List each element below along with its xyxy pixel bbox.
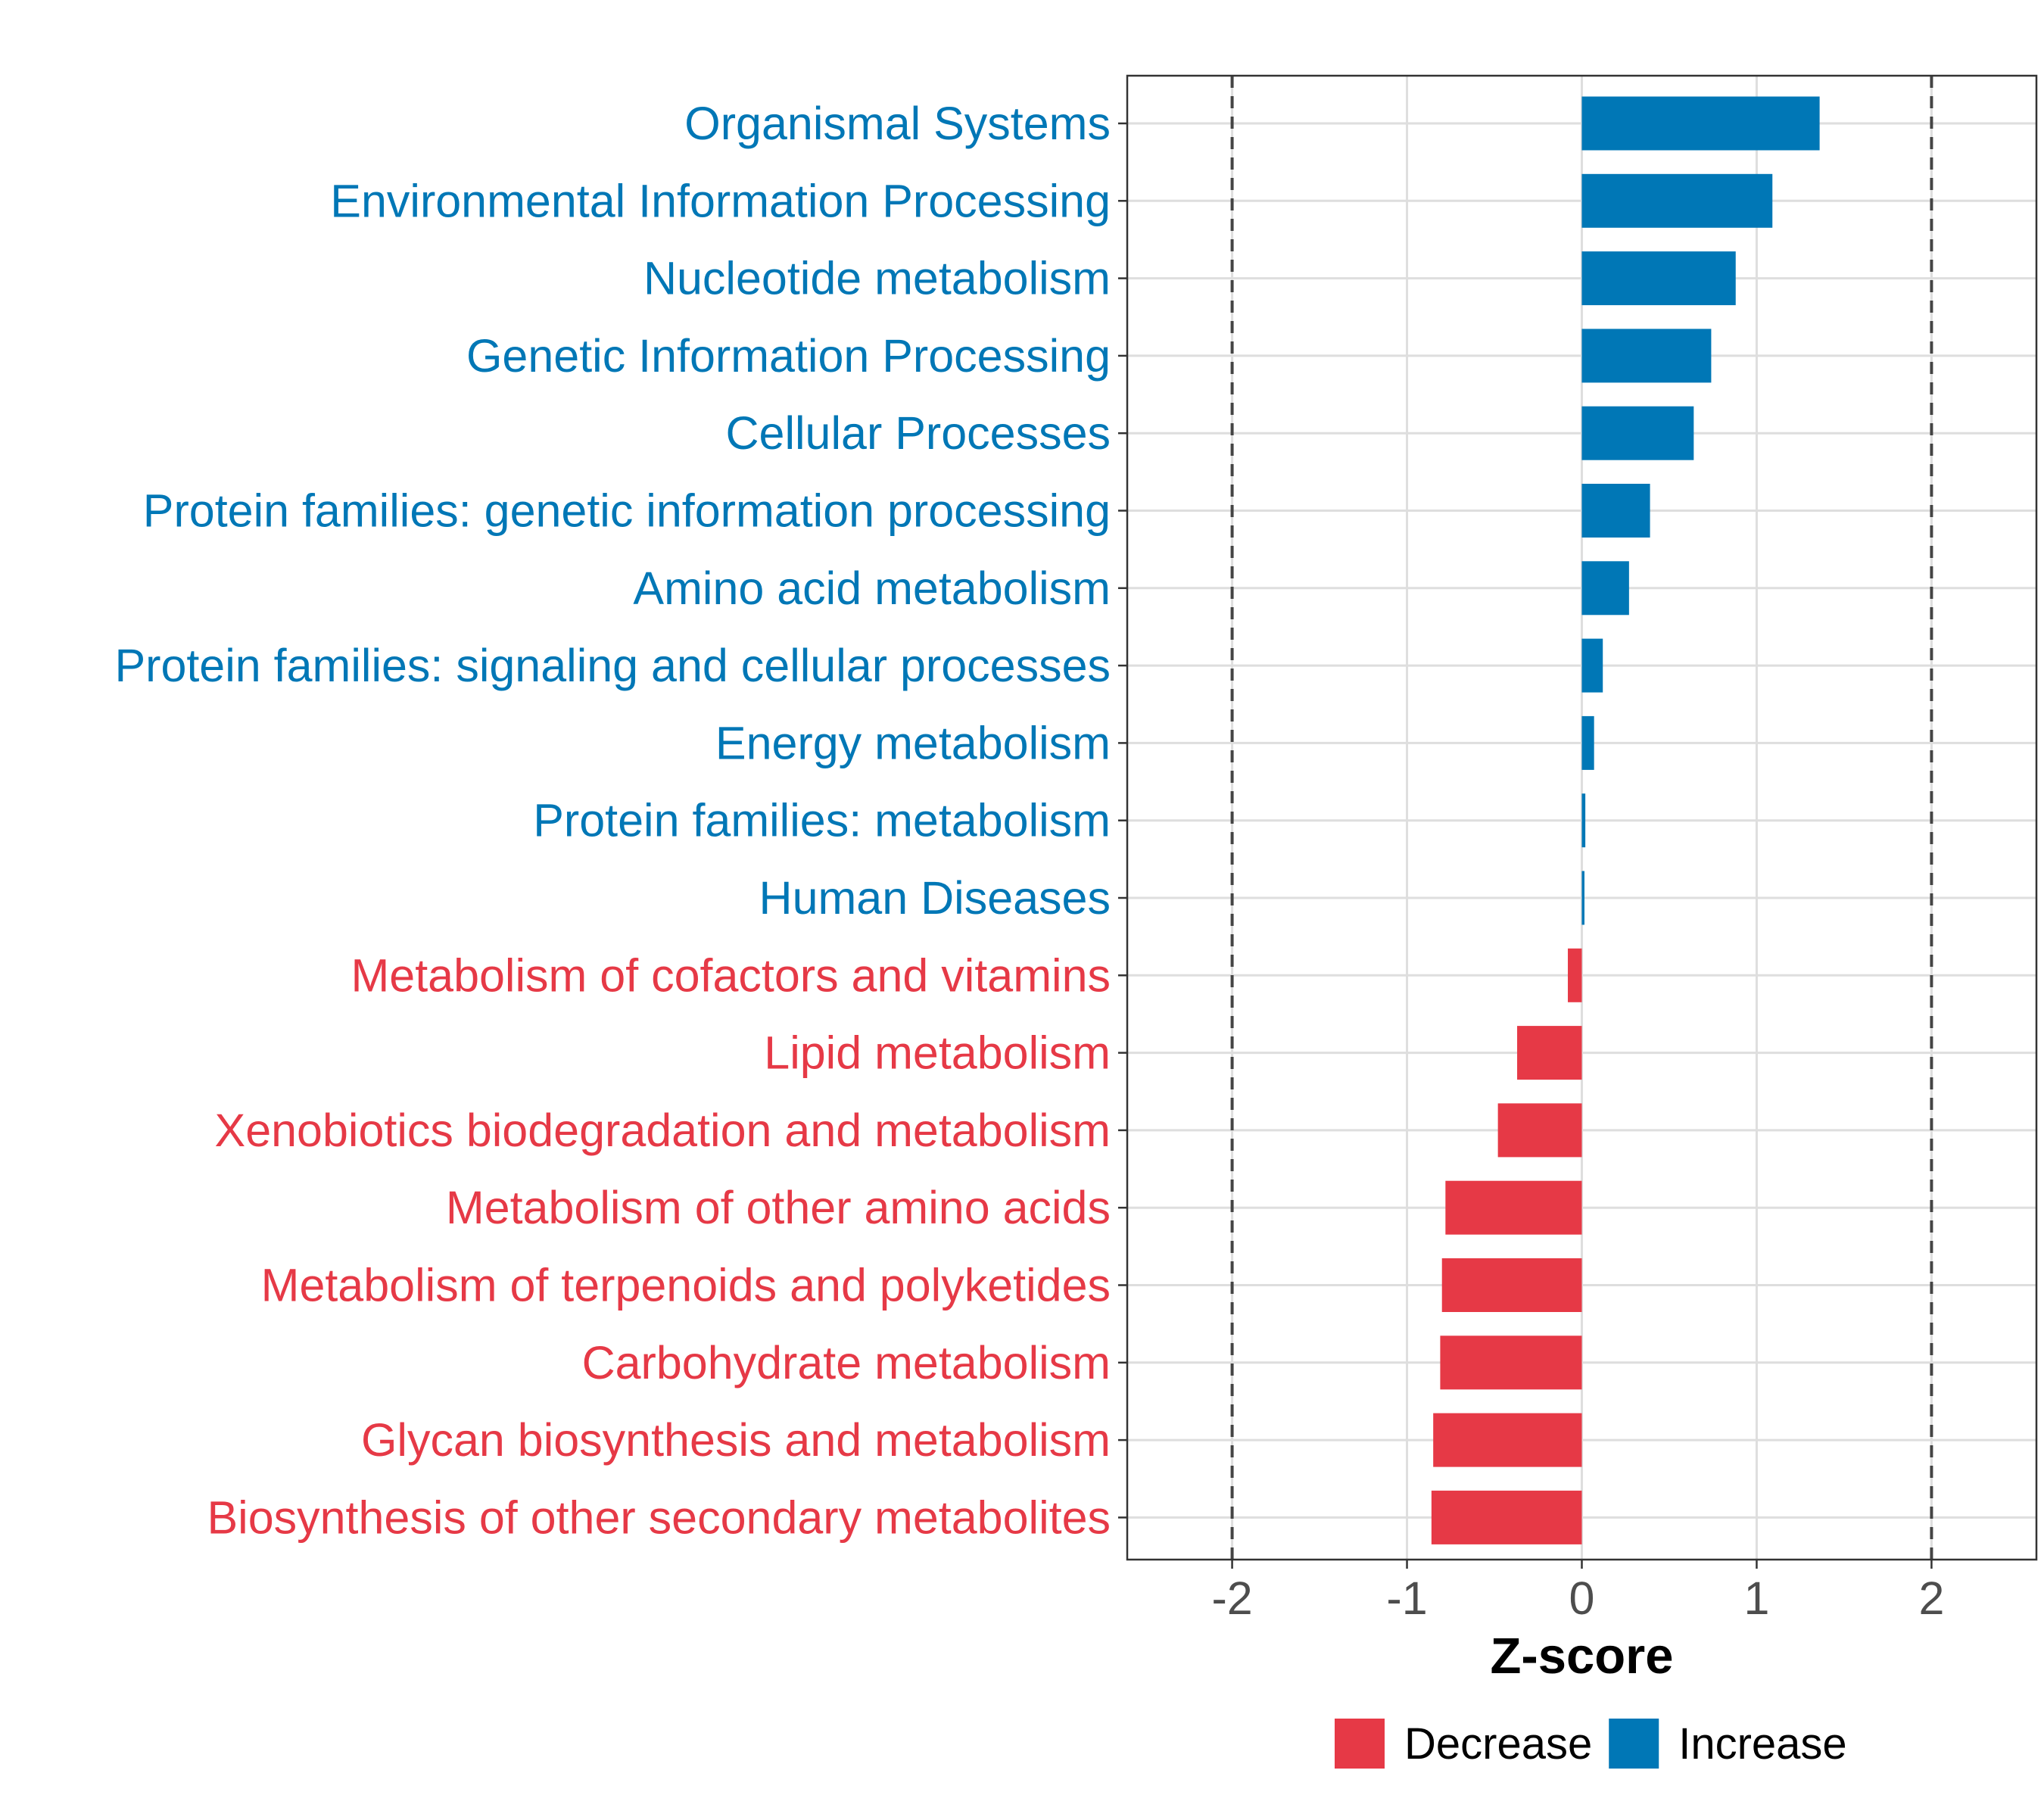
bar-10 — [1581, 793, 1586, 848]
category-label: Protein families: genetic information pr… — [143, 485, 1111, 537]
bars — [1431, 96, 1820, 1544]
category-label: Genetic Information Processing — [466, 330, 1111, 382]
x-tick-label: 1 — [1743, 1572, 1769, 1624]
bar-19 — [1431, 1490, 1582, 1544]
category-label: Metabolism of other amino acids — [446, 1182, 1111, 1233]
bar-7 — [1581, 561, 1629, 616]
category-label: Carbohydrate metabolism — [582, 1337, 1111, 1388]
legend-key-decrease — [1335, 1719, 1385, 1769]
category-label: Amino acid metabolism — [633, 563, 1111, 614]
category-label: Energy metabolism — [715, 717, 1111, 768]
y-axis-ticks — [1118, 122, 1127, 1519]
category-label: Cellular Processes — [725, 407, 1111, 459]
bar-6 — [1581, 484, 1650, 538]
bar-9 — [1581, 715, 1594, 770]
bar-13 — [1517, 1026, 1582, 1080]
bar-12 — [1568, 948, 1582, 1002]
bar-4 — [1581, 329, 1712, 383]
x-axis-ticks: -2 -1 0 1 2 — [1211, 1560, 1944, 1624]
category-label: Nucleotide metabolism — [643, 253, 1111, 304]
bar-18 — [1433, 1413, 1582, 1467]
y-axis-labels: Organismal Systems Environmental Informat… — [114, 98, 1111, 1543]
bar-14 — [1497, 1103, 1582, 1158]
category-label: Glycan biosynthesis and metabolism — [361, 1414, 1111, 1466]
legend-key-increase — [1609, 1719, 1659, 1769]
x-axis-title: Z-score — [1490, 1628, 1673, 1685]
bar-5 — [1581, 406, 1694, 460]
bar-16 — [1441, 1258, 1582, 1312]
bar-15 — [1445, 1180, 1582, 1235]
category-label: Metabolism of terpenoids and polyketides — [261, 1260, 1111, 1311]
x-tick-label: -1 — [1386, 1572, 1427, 1624]
category-label: Human Diseases — [759, 872, 1111, 924]
category-label: Lipid metabolism — [764, 1027, 1111, 1079]
legend: Decrease Increase — [1335, 1719, 1847, 1769]
bar-8 — [1581, 638, 1603, 693]
category-label: Environmental Information Processing — [330, 175, 1111, 226]
category-label: Protein families: signaling and cellular… — [114, 640, 1111, 691]
x-tick-label: 2 — [1918, 1572, 1944, 1624]
bar-2 — [1581, 173, 1773, 228]
category-label: Organismal Systems — [684, 98, 1111, 149]
category-label: Protein families: metabolism — [533, 795, 1111, 846]
legend-label-increase: Increase — [1678, 1719, 1846, 1769]
bar-11 — [1581, 871, 1584, 925]
category-label: Biosynthesis of other secondary metaboli… — [207, 1491, 1111, 1543]
category-label: Xenobiotics biodegradation and metabolis… — [215, 1105, 1111, 1156]
x-tick-label: 0 — [1569, 1572, 1595, 1624]
bar-1 — [1581, 96, 1820, 151]
reference-lines — [1230, 76, 1933, 1560]
bar-17 — [1440, 1335, 1582, 1390]
bar-3 — [1581, 251, 1736, 306]
x-tick-label: -2 — [1211, 1572, 1252, 1624]
legend-label-decrease: Decrease — [1404, 1719, 1592, 1769]
category-label: Metabolism of cofactors and vitamins — [351, 949, 1111, 1001]
